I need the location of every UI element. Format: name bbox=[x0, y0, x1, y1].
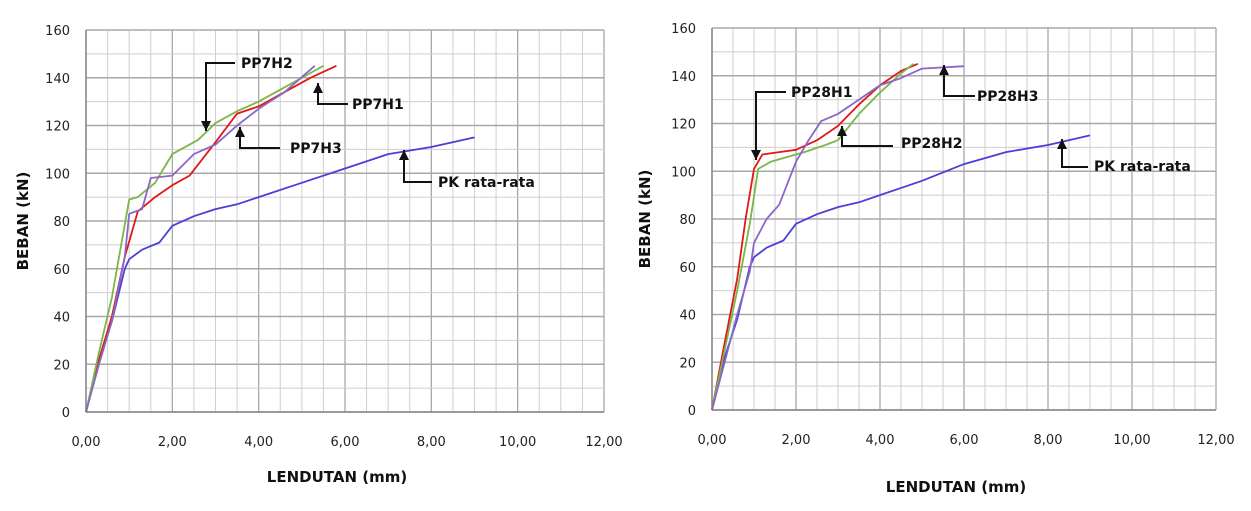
x-axis-title: LENDUTAN (mm) bbox=[267, 468, 407, 486]
chart-left: 0,00 2,00 4,00 6,00 8,00 10,00 12,00 0 20 40 60 80 1… bbox=[14, 24, 623, 486]
y-tick-label: 40 bbox=[53, 311, 70, 326]
annotation-leader bbox=[205, 62, 235, 131]
x-axis-title: LENDUTAN (mm) bbox=[886, 478, 1026, 496]
y-tick-label: 20 bbox=[53, 358, 70, 373]
x-tick-label: 12,00 bbox=[1197, 433, 1234, 448]
y-tick-label: 60 bbox=[53, 263, 70, 278]
y-tick-label: 160 bbox=[45, 24, 70, 39]
x-tick-label: 0,00 bbox=[72, 435, 101, 450]
y-tick-label: 40 bbox=[679, 309, 696, 324]
annotation-leader bbox=[943, 65, 975, 97]
x-tick-label: 0,00 bbox=[698, 433, 727, 448]
annotation-arrowhead bbox=[837, 126, 847, 136]
x-tick-label: 6,00 bbox=[331, 435, 360, 450]
x-tick-label: 10,00 bbox=[1113, 433, 1150, 448]
annotation-arrowhead bbox=[201, 121, 211, 131]
y-tick-label: 160 bbox=[671, 22, 696, 37]
y-tick-label: 120 bbox=[45, 120, 70, 135]
y-tick-label: 140 bbox=[671, 70, 696, 85]
series-line bbox=[85, 65, 316, 413]
x-tick-label: 2,00 bbox=[158, 435, 187, 450]
y-tick-label: 80 bbox=[679, 213, 696, 228]
y-tick-label: 100 bbox=[45, 167, 70, 182]
x-tick-label: 2,00 bbox=[782, 433, 811, 448]
annotation-label: PP7H1 bbox=[352, 97, 404, 113]
y-axis-title: BEBAN (kN) bbox=[636, 170, 654, 269]
x-tick-label: 6,00 bbox=[950, 433, 979, 448]
annotation-arrowhead bbox=[939, 65, 949, 75]
x-tick-label: 8,00 bbox=[1034, 433, 1063, 448]
annotation-arrowhead bbox=[313, 83, 323, 93]
x-tick-label: 8,00 bbox=[417, 435, 446, 450]
x-tick-label: 4,00 bbox=[866, 433, 895, 448]
y-tick-label: 100 bbox=[671, 165, 696, 180]
series-line bbox=[85, 65, 324, 413]
y-tick-label: 0 bbox=[688, 404, 696, 419]
annotation-label: PP28H1 bbox=[791, 85, 852, 101]
y-tick-label: 60 bbox=[679, 261, 696, 276]
annotation-label: PP7H2 bbox=[241, 56, 293, 72]
annotation-label: PP28H2 bbox=[901, 136, 962, 152]
series-line bbox=[711, 62, 919, 411]
y-tick-label: 20 bbox=[679, 356, 696, 371]
y-tick-label: 80 bbox=[53, 215, 70, 230]
annotation-label: PK rata-rata bbox=[1094, 159, 1191, 175]
x-tick-label: 4,00 bbox=[244, 435, 273, 450]
series-line bbox=[85, 64, 337, 413]
series-line bbox=[711, 65, 965, 411]
annotation-label: PK rata-rata bbox=[438, 175, 535, 191]
annotation-leader bbox=[1061, 139, 1088, 168]
y-tick-label: 140 bbox=[45, 72, 70, 87]
annotation-arrowhead bbox=[235, 127, 245, 137]
annotation-leader bbox=[841, 126, 893, 147]
annotation-leader bbox=[317, 83, 348, 105]
annotation-arrowhead bbox=[1057, 139, 1067, 149]
annotation-label: PP28H3 bbox=[977, 89, 1038, 105]
x-tick-label: 10,00 bbox=[499, 435, 536, 450]
annotation-leader bbox=[755, 91, 786, 160]
y-tick-label: 0 bbox=[62, 406, 70, 421]
chart-left-svg: 0,00 2,00 4,00 6,00 8,00 10,00 12,00 0 20 40 60 80 1… bbox=[14, 24, 623, 486]
y-axis-title: BEBAN (kN) bbox=[14, 172, 32, 271]
chart-right: 0,00 2,00 4,00 6,00 8,00 10,00 12,00 0 20 40 60 80 1… bbox=[626, 0, 1251, 511]
annotation-leader bbox=[403, 150, 432, 183]
annotation-arrowhead bbox=[399, 150, 409, 160]
annotation-leader bbox=[239, 127, 280, 149]
x-tick-label: 12,00 bbox=[585, 435, 622, 450]
annotation-arrowhead bbox=[751, 150, 761, 160]
series-line bbox=[85, 136, 475, 413]
series-line bbox=[711, 63, 915, 411]
chart-right-svg: 0,00 2,00 4,00 6,00 8,00 10,00 12,00 0 20 40 60 80 1… bbox=[636, 22, 1235, 496]
annotation-label: PP7H3 bbox=[290, 141, 342, 157]
y-tick-label: 120 bbox=[671, 118, 696, 133]
